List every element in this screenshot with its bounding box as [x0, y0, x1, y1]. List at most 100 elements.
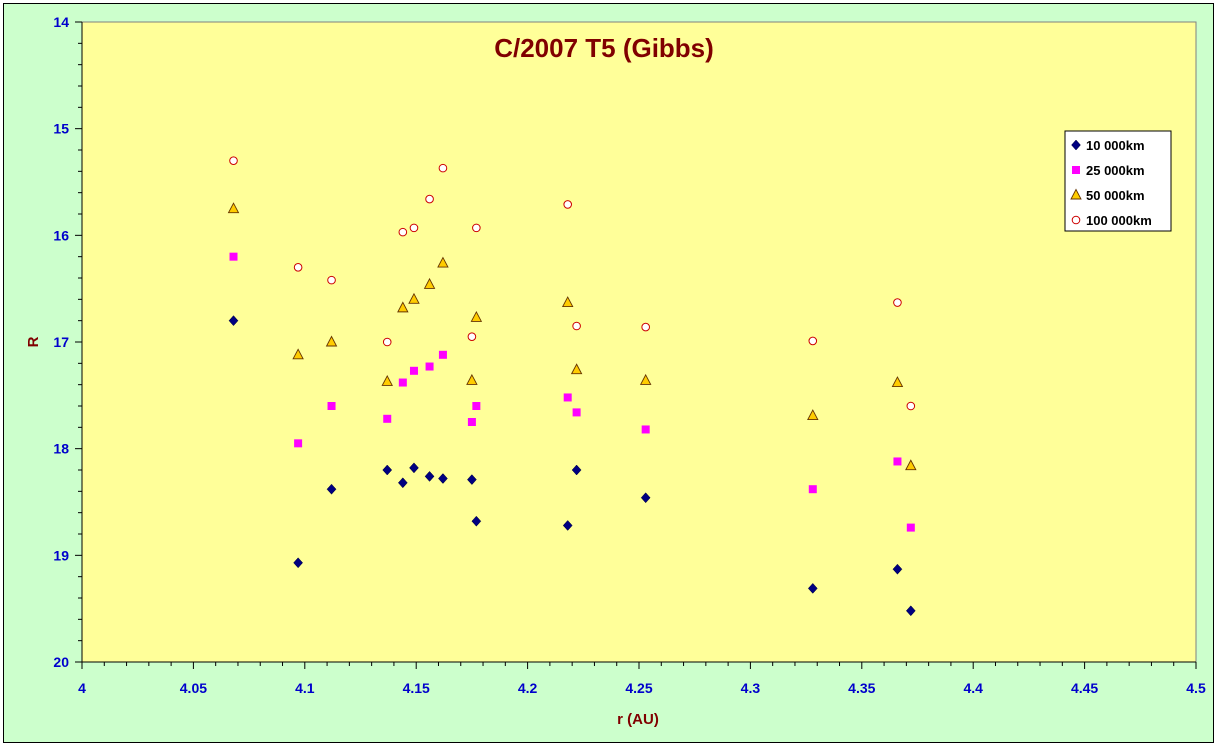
x-tick-label: 4.15 [403, 680, 430, 696]
data-point [398, 378, 407, 387]
data-point [467, 474, 477, 485]
x-tick-label: 4.3 [741, 680, 761, 696]
data-point [381, 375, 393, 386]
data-point [437, 256, 449, 268]
data-point [467, 418, 476, 426]
data-point [808, 485, 817, 494]
data-point [292, 348, 304, 360]
data-point [294, 439, 303, 448]
data-point [561, 296, 574, 307]
data-point [893, 457, 902, 466]
data-point [293, 557, 303, 569]
data-point [808, 336, 818, 346]
y-axis-title: R [25, 336, 42, 347]
data-point [438, 163, 448, 173]
legend-marker [1070, 188, 1082, 200]
y-tick-label: 20 [53, 654, 69, 670]
legend-marker [1071, 139, 1081, 151]
x-tick-label: 4.45 [1071, 680, 1098, 696]
series-2 [227, 202, 917, 471]
y-tick-label: 14 [53, 14, 69, 30]
x-tick-label: 4.25 [625, 680, 652, 696]
data-point [466, 373, 478, 385]
chart-title: C/2007 T5 (Gibbs) [494, 33, 714, 63]
data-point [382, 464, 393, 476]
axes: 4 4.05 4.1 4.15 4.2 4.25 4.3 4.35 4.4 4.45 4.5 14 15… [53, 14, 1206, 696]
data-point [562, 520, 573, 531]
data-point [327, 402, 336, 410]
legend: 10 000km 25 000km 50 000km 100 000km [1064, 130, 1172, 232]
data-point [563, 393, 572, 402]
legend-label: 50 000km [1086, 188, 1145, 203]
data-point [471, 515, 482, 527]
data-point [409, 366, 418, 375]
data-point [640, 492, 651, 504]
data-points [227, 156, 917, 617]
data-point [892, 563, 903, 575]
data-point [639, 373, 652, 385]
series-0 [228, 315, 916, 617]
data-point [572, 321, 581, 331]
data-point [425, 362, 434, 371]
data-point [438, 473, 448, 484]
data-point [227, 202, 240, 214]
data-point [641, 322, 650, 332]
data-point [398, 227, 408, 237]
data-point [470, 311, 483, 322]
data-point [563, 200, 573, 209]
x-tick-label: 4.5 [1186, 680, 1206, 696]
data-point [409, 223, 419, 233]
y-tick-label: 15 [53, 121, 69, 137]
legend-marker [1071, 215, 1081, 225]
data-point [397, 301, 409, 313]
data-point [891, 376, 904, 387]
x-tick-label: 4.2 [518, 680, 538, 696]
data-point [425, 194, 434, 204]
data-point [228, 315, 239, 327]
data-point [397, 477, 408, 489]
data-point [467, 332, 477, 341]
data-point [571, 464, 582, 476]
data-point [327, 275, 336, 285]
series-3 [229, 156, 916, 411]
data-point [906, 401, 916, 411]
y-tick-label: 16 [53, 227, 69, 243]
data-point [570, 363, 583, 375]
data-point [409, 462, 419, 474]
x-tick-label: 4.1 [295, 680, 315, 696]
data-point [382, 337, 392, 347]
y-tick-label: 18 [53, 441, 69, 457]
legend-marker [1072, 166, 1080, 174]
x-tick-label: 4 [78, 680, 86, 696]
data-point [424, 471, 435, 482]
data-point [472, 223, 481, 233]
legend-box [1064, 130, 1172, 232]
series-1 [229, 252, 915, 532]
data-point [325, 335, 338, 347]
x-axis-title: r (AU) [617, 711, 659, 728]
legend-label: 100 000km [1086, 213, 1152, 228]
data-point [472, 402, 481, 410]
data-point [905, 605, 916, 617]
x-tick-label: 4.4 [963, 680, 983, 696]
data-point [905, 459, 917, 471]
legend-label: 25 000km [1086, 163, 1145, 178]
data-point [906, 523, 915, 532]
data-point [229, 156, 238, 165]
data-point [893, 298, 902, 307]
data-point [229, 252, 238, 261]
data-point [438, 350, 447, 359]
data-point [293, 263, 303, 272]
data-point [807, 409, 819, 421]
x-tick-label: 4.35 [848, 680, 875, 696]
data-point [572, 408, 581, 417]
data-point [641, 425, 650, 434]
data-point [807, 583, 818, 594]
data-point [383, 414, 392, 423]
y-tick-label: 17 [53, 334, 69, 350]
data-point [423, 277, 436, 289]
x-tick-label: 4.05 [180, 680, 207, 696]
data-point [326, 483, 337, 495]
y-tick-label: 19 [53, 547, 69, 563]
